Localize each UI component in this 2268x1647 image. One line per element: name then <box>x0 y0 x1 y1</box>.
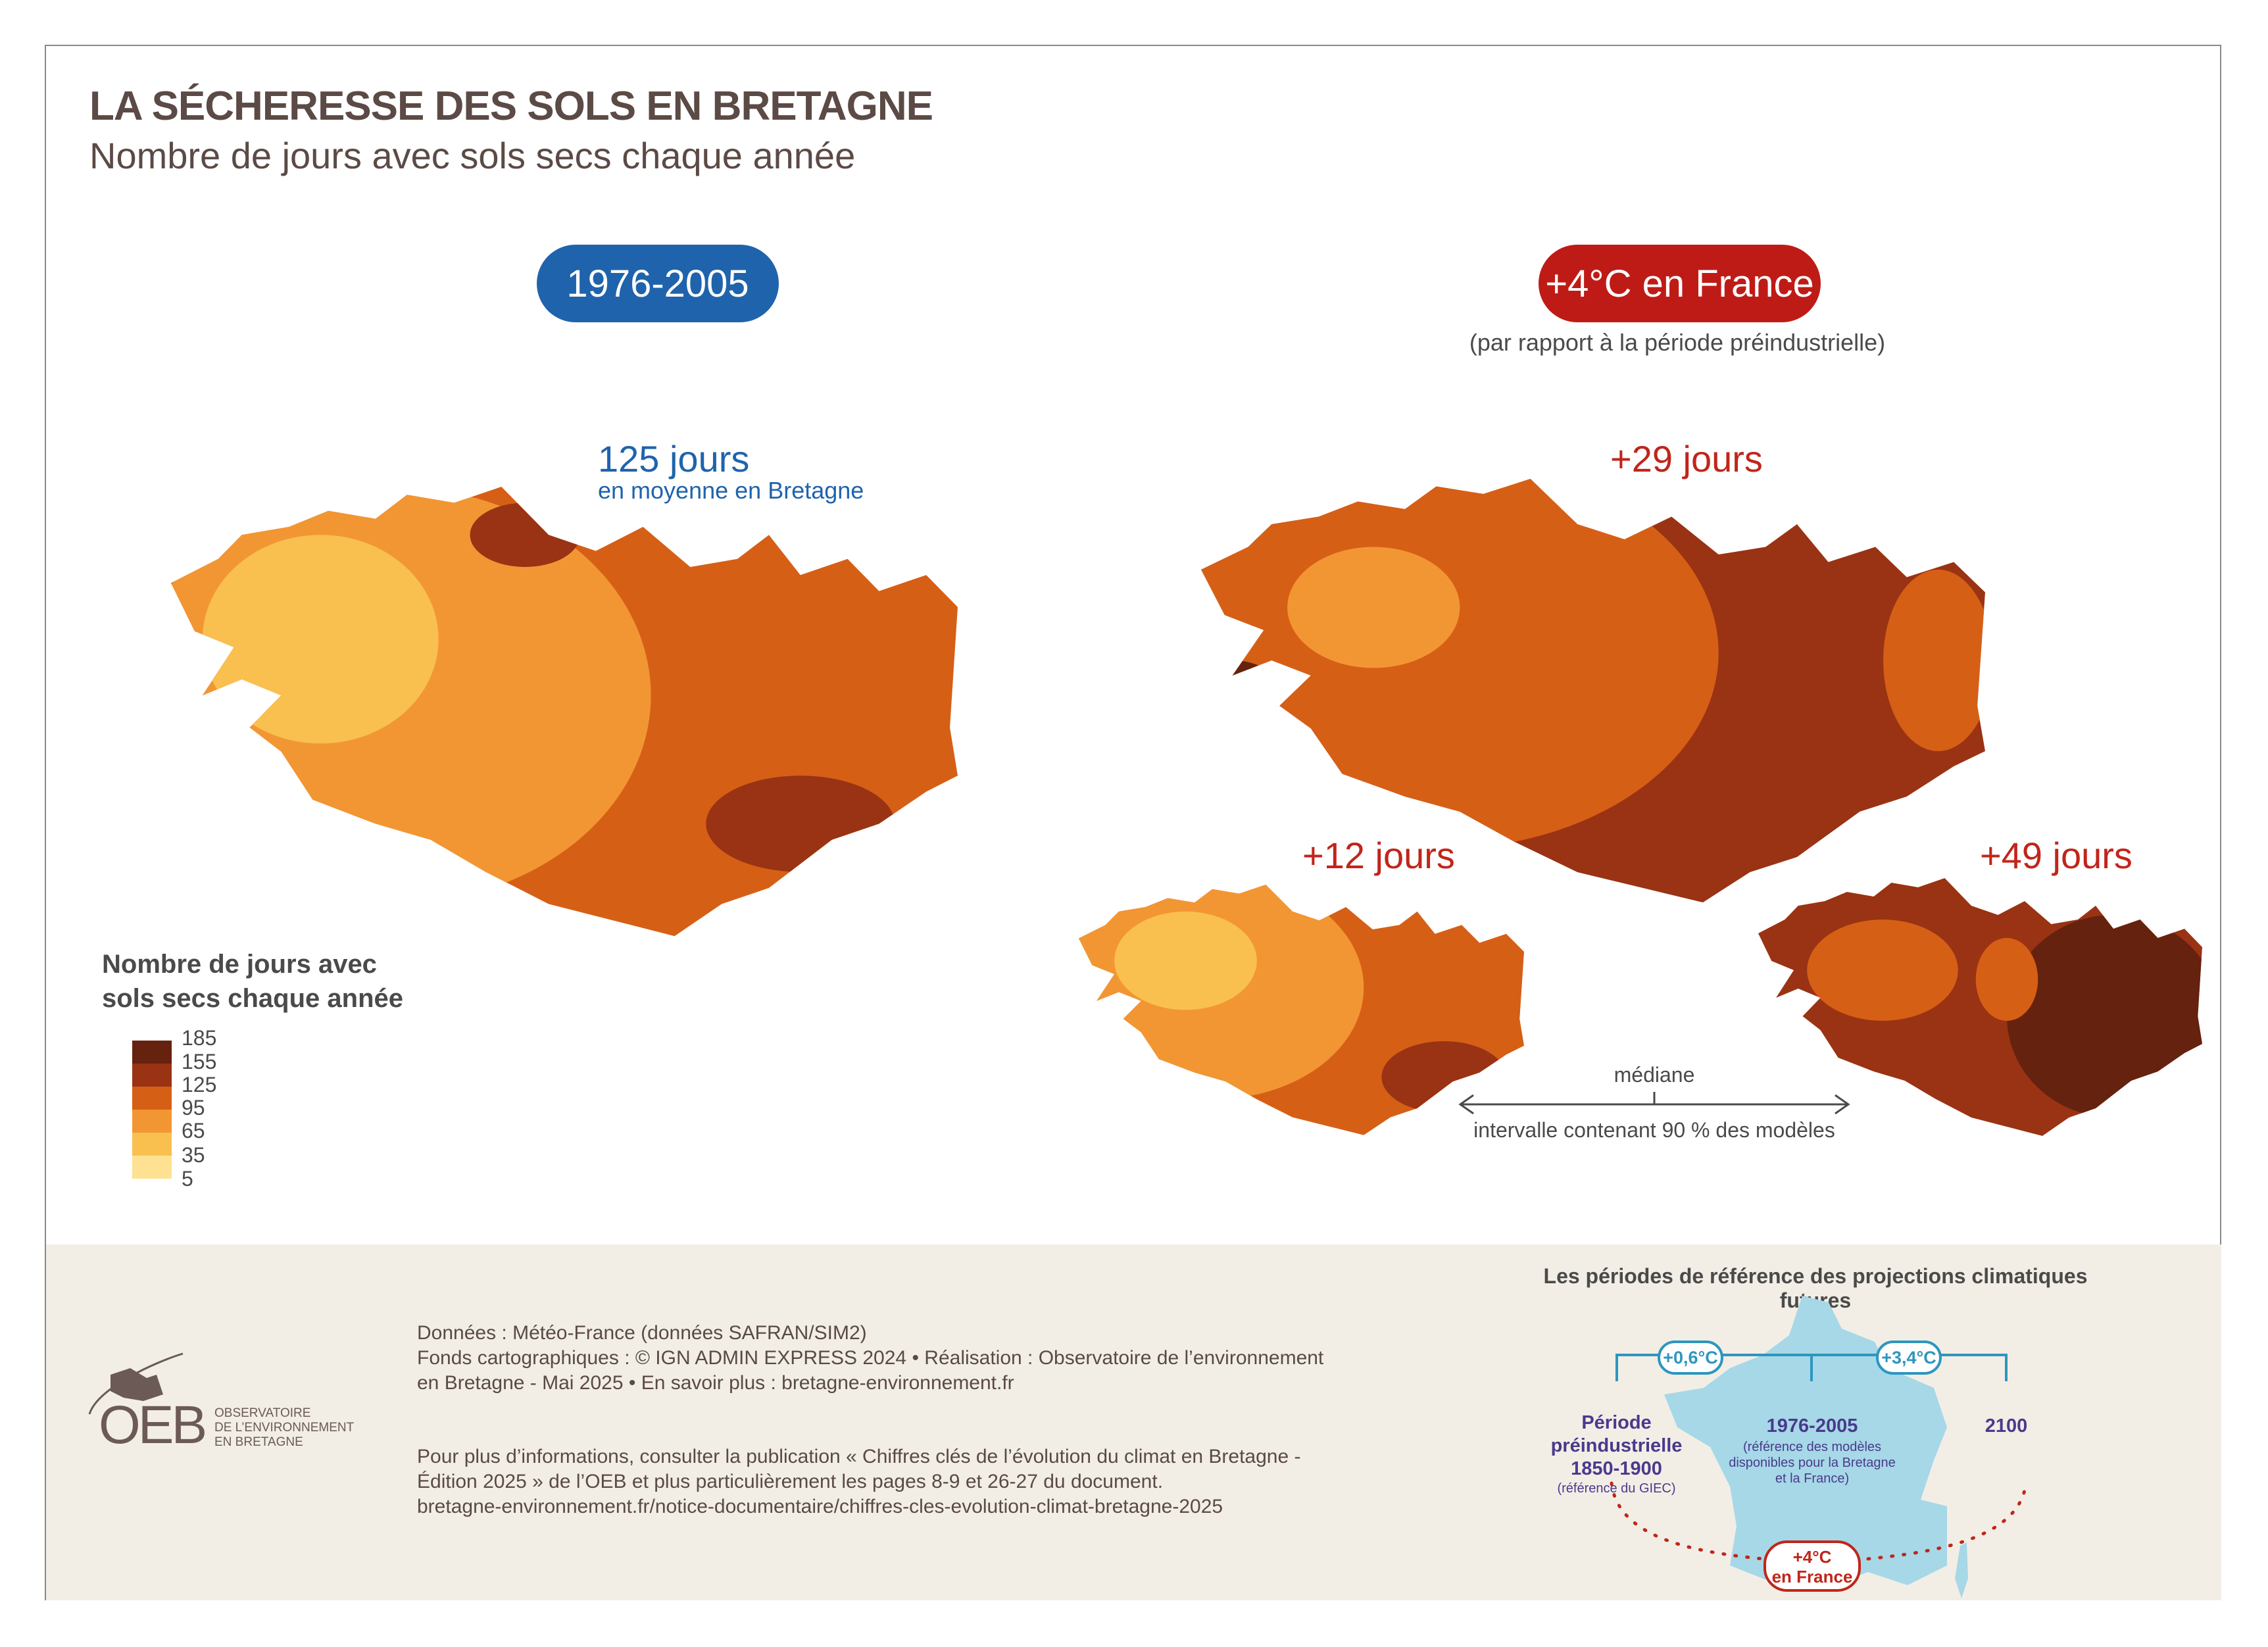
logo-swoosh-icon <box>88 1352 184 1415</box>
legend-swatch <box>132 1110 172 1133</box>
future-scenario-badge: +4°C en France <box>1539 245 1821 322</box>
maps-layer <box>171 479 2203 1136</box>
sources-line[interactable]: en Bretagne - Mai 2025 • En savoir plus … <box>417 1372 1014 1394</box>
step-warming-1: +0,6°C <box>1658 1340 1723 1375</box>
legend-break: 155 <box>182 1050 217 1073</box>
end-year-label: 2100 <box>1985 1415 2028 1437</box>
preindustrial-label: Période préindustrielle 1850-1900 (référ… <box>1533 1412 1700 1496</box>
more-info-link[interactable]: bretagne-environnement.fr/notice-documen… <box>417 1496 1223 1517</box>
logo-acronym: OEB <box>99 1395 207 1455</box>
preindustrial-years: 1850-1900 <box>1571 1458 1662 1479</box>
legend-break: 35 <box>182 1143 205 1167</box>
reference-period-label: 1976-2005 <box>1766 1415 1858 1437</box>
logo-text: OBSERVATOIRE DE L’ENVIRONNEMENT EN BRETA… <box>214 1406 354 1450</box>
legend-title-line2: sols secs chaque année <box>102 984 404 1013</box>
median-label: médiane <box>1614 1063 1695 1087</box>
reference-period-badge: 1976-2005 <box>537 245 779 322</box>
preindustrial-line: préindustrielle <box>1550 1435 1683 1456</box>
france-map-shape <box>1664 1296 1947 1592</box>
step-warming-2: +3,4°C <box>1876 1340 1942 1375</box>
low-value: +12 jours <box>1302 835 1455 876</box>
legend-break: 125 <box>182 1073 217 1096</box>
page-subtitle: Nombre de jours avec sols secs chaque an… <box>89 135 856 176</box>
dotted-arc <box>1610 1481 2028 1561</box>
legend-swatch <box>132 1156 172 1179</box>
oeb-logo: OEB OBSERVATOIRE DE L’ENVIRONNEMENT EN B… <box>84 1348 374 1455</box>
target-line: en France <box>1771 1567 1853 1586</box>
more-info-text: Pour plus d’informations, consulter la p… <box>417 1444 1301 1519</box>
legend-swatch <box>132 1064 172 1087</box>
more-info-line: Édition 2025 » de l’OEB et plus particul… <box>417 1471 1164 1492</box>
reference-value: 125 jours <box>598 438 750 479</box>
legend-swatch <box>132 1087 172 1110</box>
logo-line: OBSERVATOIRE <box>214 1406 311 1420</box>
map-median <box>1201 479 1986 902</box>
sources-line: Données : Météo-France (données SAFRAN/S… <box>417 1322 867 1344</box>
map-reference <box>171 487 958 937</box>
legend-swatch <box>132 1133 172 1156</box>
diagram-title: Les périodes de référence des projection… <box>1543 1264 2088 1312</box>
target-line: +4°C <box>1792 1547 1832 1567</box>
future-scenario-note: (par rapport à la période préindustriell… <box>1469 329 1886 356</box>
reference-caption: en moyenne en Bretagne <box>598 477 864 504</box>
logo-line: DE L’ENVIRONNEMENT <box>214 1421 355 1435</box>
legend-break: 5 <box>182 1167 193 1191</box>
high-value: +49 jours <box>1980 835 2132 876</box>
preindustrial-note: (référence du GIEC) <box>1557 1481 1676 1496</box>
interval-label: intervalle contenant 90 % des modèles <box>1473 1118 1835 1142</box>
legend-title: Nombre de jours avec sols secs chaque an… <box>102 947 403 1016</box>
sources-text: Données : Météo-France (données SAFRAN/S… <box>417 1321 1323 1396</box>
more-info-line: Pour plus d’informations, consulter la p… <box>417 1446 1301 1467</box>
preindustrial-line: Période <box>1581 1412 1652 1433</box>
legend-title-line1: Nombre de jours avec <box>102 950 377 979</box>
sources-line: Fonds cartographiques : © IGN ADMIN EXPR… <box>417 1347 1324 1369</box>
map-low <box>1079 885 1524 1135</box>
legend-swatch <box>132 1041 172 1064</box>
legend-break: 95 <box>182 1096 205 1119</box>
page-title: LA SÉCHERESSE DES SOLS EN BRETAGNE <box>89 84 933 129</box>
target-warming-badge: +4°C en France <box>1763 1540 1861 1592</box>
reference-period-note: (référence des modèles disponibles pour … <box>1729 1440 1896 1486</box>
logo-line: EN BRETAGNE <box>214 1435 303 1449</box>
legend-break: 65 <box>182 1119 205 1143</box>
timeline-connectors <box>1615 1354 2008 1381</box>
legend-break: 185 <box>182 1026 217 1050</box>
range-arrow <box>1458 1092 1850 1115</box>
france-diagram <box>1610 1296 2028 1598</box>
corsica-shape <box>1955 1542 1968 1598</box>
median-value: +29 jours <box>1610 438 1763 479</box>
